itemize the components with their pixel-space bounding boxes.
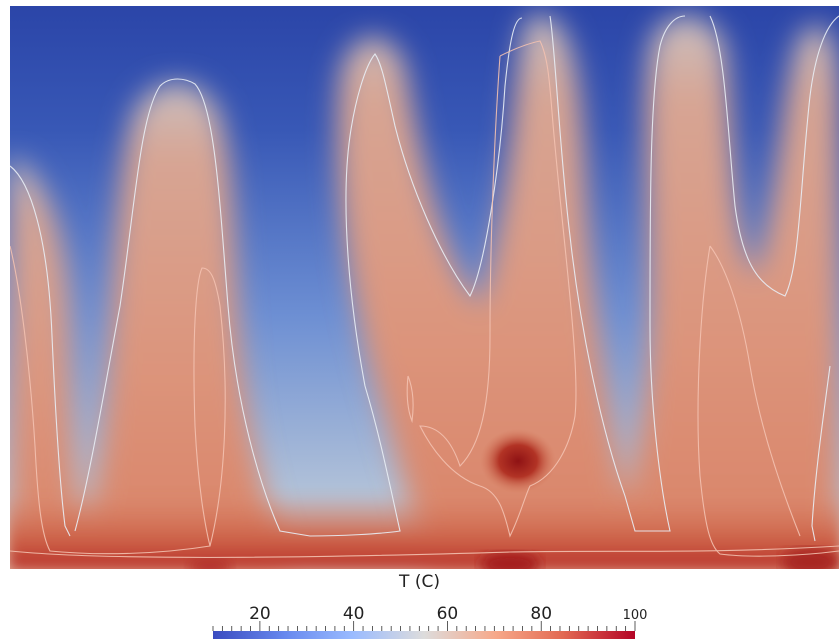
warm-isoline-bottom bbox=[10, 545, 839, 559]
hotspot-bottom-left bbox=[188, 558, 232, 569]
colorbar-tick-label: 40 bbox=[343, 604, 365, 624]
temperature-field-plot bbox=[10, 6, 839, 569]
isoline-bottom-right bbox=[811, 365, 831, 542]
isoline-plume-mid bbox=[549, 15, 686, 532]
plume-2 bbox=[337, 14, 640, 569]
warm-isoline-right bbox=[697, 245, 839, 557]
isoline-plume1 bbox=[74, 17, 523, 537]
isoline-left bbox=[10, 165, 71, 537]
warm-isoline-center bbox=[419, 40, 577, 538]
colorbar-tick-label: 20 bbox=[249, 604, 271, 624]
colorbar-minor-ticks bbox=[212, 621, 636, 631]
colorbar-gradient bbox=[213, 631, 635, 639]
color-legend: 20 40 60 80 100 bbox=[212, 604, 647, 639]
hotspot-bottom bbox=[480, 552, 540, 569]
legend-title: T (C) bbox=[399, 572, 440, 592]
hotspot bbox=[480, 429, 556, 493]
warm-isoline-small bbox=[406, 375, 414, 424]
colorbar-tick-label: 100 bbox=[623, 608, 648, 623]
colorbar-tick-label: 80 bbox=[530, 604, 552, 624]
plume-left-edge bbox=[10, 156, 90, 569]
colorbar-tick-label: 60 bbox=[437, 604, 459, 624]
isolines-warm bbox=[10, 40, 839, 559]
plume-1 bbox=[70, 83, 290, 569]
bottom-hot-layer bbox=[10, 496, 839, 569]
colorbar-tick-labels: 20 40 60 80 100 bbox=[249, 604, 647, 624]
isoline-plume3 bbox=[709, 15, 839, 297]
warm-plumes bbox=[10, 14, 839, 569]
warm-isoline-left bbox=[10, 245, 226, 555]
plume-3 bbox=[610, 16, 839, 569]
isolines-mid bbox=[10, 15, 839, 542]
